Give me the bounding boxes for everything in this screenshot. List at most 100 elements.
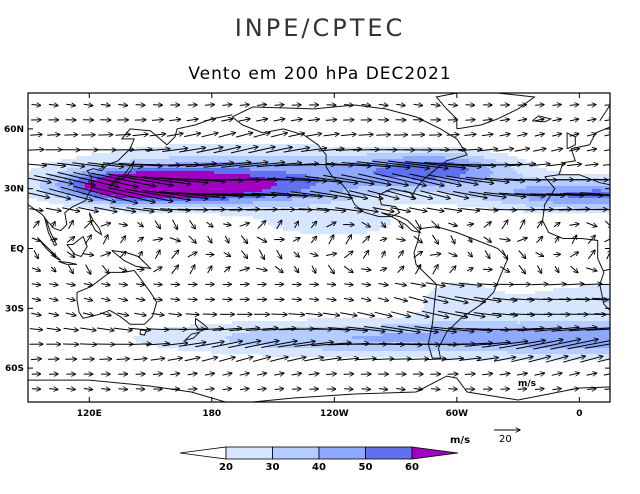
wind-vector: [90, 172, 156, 186]
wind-vector: [240, 235, 248, 244]
wind-vector: [153, 299, 162, 301]
wind-vector: [603, 268, 610, 270]
wind-vector: [168, 314, 182, 315]
wind-vector: [290, 119, 302, 121]
colorbar-segment: [365, 446, 413, 460]
wind-vector: [571, 235, 577, 245]
wind-vector: [118, 224, 128, 226]
coastline: [413, 226, 509, 359]
wind-vector: [135, 298, 145, 300]
wind-vector: [176, 192, 243, 197]
wind-vector: [132, 134, 148, 136]
wind-vector: [413, 235, 423, 243]
wind-vector: [115, 134, 131, 135]
wind-vector: [529, 164, 550, 166]
wind-vector: [274, 389, 284, 390]
wind-vector: [587, 134, 596, 136]
wind-vector: [64, 135, 77, 136]
wind-vector: [364, 326, 402, 332]
wind-vector: [390, 207, 410, 212]
wind-vector: [288, 133, 305, 138]
wind-vector: [206, 221, 214, 227]
wind-vector: [511, 357, 533, 363]
wind-vector: [449, 266, 456, 274]
wind-vector: [455, 311, 485, 317]
wind-vector: [587, 105, 596, 106]
coastline: [28, 375, 610, 402]
wind-vector: [229, 328, 259, 332]
wind-vector: [256, 236, 267, 242]
wind-vector: [602, 164, 610, 166]
wind-vector: [448, 105, 457, 106]
wind-vector: [414, 265, 420, 275]
wind-vector: [117, 313, 128, 316]
wind-vector: [422, 295, 448, 302]
wind-vector: [124, 174, 191, 184]
coastline: [231, 104, 468, 218]
wind-vector: [377, 298, 389, 301]
wind-vector: [291, 299, 302, 300]
wind-vector: [187, 252, 197, 258]
wind-vector: [68, 221, 74, 229]
wind-vector: [143, 207, 172, 211]
wind-vector: [340, 312, 357, 316]
wind-vector: [353, 207, 378, 212]
wind-vector: [326, 253, 336, 255]
wind-vector: [309, 299, 318, 300]
wind-vector: [429, 254, 441, 256]
wind-vector: [464, 374, 475, 375]
wind-vector: [252, 357, 271, 362]
wind-vector: [101, 389, 110, 390]
wind-vector: [553, 223, 560, 227]
wind-vector: [47, 135, 60, 136]
wind-vector: [604, 237, 610, 243]
colorbar-label: 30: [266, 462, 280, 473]
lon-tick-label: 120E: [77, 409, 102, 419]
wind-vector: [518, 250, 526, 258]
wind-vector: [533, 149, 546, 152]
wind-vector: [293, 265, 298, 273]
wind-vector: [31, 268, 41, 271]
wind-vector: [179, 329, 205, 330]
wind-vector: [454, 296, 486, 303]
colorbar-over-triangle: [411, 446, 459, 460]
wind-vector: [218, 133, 236, 138]
wind-vector: [228, 341, 260, 349]
wind-vector: [436, 190, 469, 198]
wind-vector: [218, 357, 235, 362]
wind-vector: [82, 313, 94, 316]
wind-vector: [431, 220, 440, 229]
wind-vector: [150, 358, 165, 360]
wind-vector: [270, 133, 287, 138]
coastline: [566, 132, 576, 150]
wind-vector: [569, 252, 578, 258]
wind-vector: [592, 297, 610, 300]
wind-vector: [487, 164, 522, 165]
wind-vector: [32, 221, 39, 229]
wind-vector: [439, 149, 466, 150]
wind-vector: [274, 105, 284, 106]
wind-vector: [517, 389, 527, 390]
wind-vector: [378, 284, 389, 286]
wind-vector: [291, 373, 302, 375]
wind-vector: [283, 148, 310, 153]
wind-vector: [271, 314, 287, 315]
wind-vector: [281, 209, 312, 210]
wind-vector: [83, 104, 93, 105]
wind-vector: [187, 373, 197, 375]
wind-vector: [587, 389, 596, 390]
wind-vector: [270, 192, 322, 197]
wind-vector: [594, 313, 610, 315]
wind-vector: [185, 163, 234, 168]
wind-vector: [450, 235, 455, 243]
coastline: [76, 269, 158, 325]
wind-vector: [274, 373, 284, 375]
wind-vector: [459, 358, 480, 361]
wind-vector: [119, 251, 126, 258]
wind-vector: [311, 343, 351, 347]
wind-vector: [323, 174, 374, 184]
wind-vector: [476, 358, 499, 362]
wind-vector: [48, 313, 59, 315]
wind-vector: [379, 238, 387, 240]
wind-vector: [203, 162, 250, 168]
